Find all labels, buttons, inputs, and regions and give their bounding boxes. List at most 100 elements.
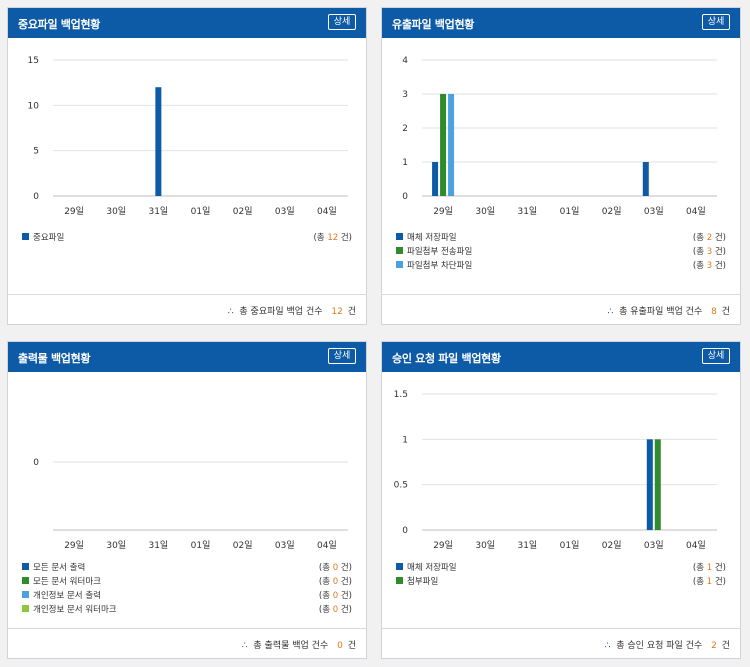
x-tick-label: 30일 bbox=[475, 206, 495, 217]
detail-button[interactable]: 상세 bbox=[702, 14, 730, 30]
legend-item[interactable]: 모든 문서 출력 (총 0 건) bbox=[22, 560, 352, 574]
legend-label: 매체 저장파일 bbox=[407, 563, 457, 573]
x-tick-label: 30일 bbox=[475, 540, 495, 551]
bar[interactable] bbox=[155, 87, 162, 196]
footer-label: 총 중요파일 백업 건수 bbox=[239, 307, 323, 317]
x-tick-label: 01일 bbox=[560, 206, 580, 217]
legend-item[interactable]: 개인정보 문서 워터마크 (총 0 건) bbox=[22, 602, 352, 616]
dots-icon: ∴ bbox=[241, 641, 248, 651]
panel-footer: ∴ 총 중요파일 백업 건수 12 건 bbox=[8, 294, 366, 324]
bar-chart: 0 0.5 1 1.5 29일 30일 31일 01일 02일 03일 04일 bbox=[394, 390, 717, 551]
x-tick-label: 04일 bbox=[317, 206, 337, 217]
y-tick-label: 3 bbox=[402, 90, 408, 100]
y-tick-label: 1.5 bbox=[394, 390, 408, 400]
panel-header: 중요파일 백업현황 상세 bbox=[8, 8, 366, 38]
panel-footer: ∴ 총 승인 요청 파일 건수 2 건 bbox=[382, 628, 740, 658]
dots-icon: ∴ bbox=[227, 307, 234, 317]
legend-swatch bbox=[22, 233, 29, 240]
bar[interactable] bbox=[646, 439, 653, 530]
legend-total: (총 0 건) bbox=[318, 563, 352, 573]
legend-label: 개인정보 문서 워터마크 bbox=[33, 605, 117, 615]
y-tick-label: 5 bbox=[33, 147, 39, 157]
legend-item[interactable]: 파일첨부 전송파일 (총 3 건) bbox=[396, 244, 726, 258]
y-tick-label: 0 bbox=[33, 458, 39, 468]
dots-icon: ∴ bbox=[604, 641, 611, 651]
legend-swatch bbox=[22, 591, 29, 598]
y-tick-label: 0.5 bbox=[394, 481, 408, 491]
x-tick-label: 30일 bbox=[106, 206, 126, 217]
legend-label: 매체 저장파일 bbox=[407, 233, 457, 243]
x-tick-label: 29일 bbox=[433, 206, 453, 217]
legend-total: (총 2 건) bbox=[692, 233, 726, 243]
panel-title: 유출파일 백업현황 bbox=[392, 18, 475, 31]
legend-item[interactable]: 매체 저장파일 (총 2 건) bbox=[396, 230, 726, 244]
bar[interactable] bbox=[654, 439, 661, 530]
legend-swatch bbox=[396, 247, 403, 254]
legend-item[interactable]: 매체 저장파일 (총 1 건) bbox=[396, 560, 726, 574]
panel-approval-requests: 승인 요청 파일 백업현황 상세 0 0.5 1 1.5 29일 30일 31일 01일 02일… bbox=[381, 341, 741, 659]
legend-label: 파일첨부 차단파일 bbox=[407, 261, 473, 271]
panel-printouts: 출력물 백업현황 상세 0 29일 30일 31일 01일 02일 03일 04일 모든 문서… bbox=[7, 341, 367, 659]
x-tick-label: 29일 bbox=[433, 540, 453, 551]
legend-total: (총 3 건) bbox=[692, 261, 726, 271]
panel-leaked-files: 유출파일 백업현황 상세 0 1 2 3 4 29일 30일 31일 01일 02일 03일 04일 … bbox=[381, 7, 741, 325]
detail-button[interactable]: 상세 bbox=[328, 14, 356, 30]
legend-item[interactable]: 개인정보 문서 출력 (총 0 건) bbox=[22, 588, 352, 602]
panel-important-files: 중요파일 백업현황 상세 0 5 10 15 29일 30일 31일 01일 02일 03일 04일… bbox=[7, 7, 367, 325]
legend-label: 중요파일 bbox=[33, 233, 65, 243]
footer-count: 8 bbox=[711, 307, 717, 317]
legend-item[interactable]: 파일첨부 차단파일 (총 3 건) bbox=[396, 258, 726, 272]
footer-unit: 건 bbox=[347, 641, 356, 651]
x-tick-label: 01일 bbox=[191, 540, 211, 551]
bar[interactable] bbox=[440, 94, 447, 196]
x-tick-label: 02일 bbox=[233, 206, 253, 217]
x-tick-label: 03일 bbox=[644, 540, 664, 551]
bar[interactable] bbox=[642, 162, 649, 196]
footer-unit: 건 bbox=[721, 307, 730, 317]
x-tick-label: 03일 bbox=[275, 206, 295, 217]
legend-item[interactable]: 중요파일 (총 12 건) bbox=[22, 230, 352, 244]
x-tick-label: 04일 bbox=[686, 206, 706, 217]
legend-total: (총 0 건) bbox=[318, 577, 352, 587]
panel-header: 승인 요청 파일 백업현황 상세 bbox=[382, 342, 740, 372]
footer-count: 0 bbox=[337, 641, 343, 651]
legend-total: (총 12 건) bbox=[313, 233, 352, 243]
legend: 매체 저장파일 (총 1 건) 첨부파일 (총 1 건) bbox=[396, 560, 726, 588]
bar[interactable] bbox=[432, 162, 439, 196]
legend-label: 개인정보 문서 출력 bbox=[33, 591, 101, 601]
legend-total: (총 0 건) bbox=[318, 591, 352, 601]
y-tick-label: 0 bbox=[33, 192, 39, 202]
bar[interactable] bbox=[448, 94, 455, 196]
y-tick-label: 10 bbox=[28, 101, 40, 111]
detail-button[interactable]: 상세 bbox=[328, 348, 356, 364]
legend-item[interactable]: 첨부파일 (총 1 건) bbox=[396, 574, 726, 588]
y-tick-label: 1 bbox=[402, 435, 408, 445]
legend-total: (총 1 건) bbox=[692, 577, 726, 587]
y-tick-label: 0 bbox=[402, 526, 408, 536]
legend-total: (총 1 건) bbox=[692, 563, 726, 573]
footer-count: 12 bbox=[331, 307, 343, 317]
x-tick-label: 02일 bbox=[602, 206, 622, 217]
legend: 모든 문서 출력 (총 0 건) 모든 문서 워터마크 (총 0 건) 개인정보 문서 … bbox=[22, 560, 352, 616]
detail-button[interactable]: 상세 bbox=[702, 348, 730, 364]
legend-swatch bbox=[396, 233, 403, 240]
legend-swatch bbox=[22, 563, 29, 570]
bar-chart: 0 5 10 15 29일 30일 31일 01일 02일 03일 04일 bbox=[28, 56, 348, 217]
y-tick-label: 0 bbox=[402, 192, 408, 202]
x-tick-label: 31일 bbox=[517, 206, 537, 217]
x-tick-label: 02일 bbox=[602, 540, 622, 551]
x-tick-label: 30일 bbox=[106, 540, 126, 551]
legend-swatch bbox=[396, 261, 403, 268]
panel-header: 유출파일 백업현황 상세 bbox=[382, 8, 740, 38]
legend-swatch bbox=[22, 577, 29, 584]
legend: 중요파일 (총 12 건) bbox=[22, 230, 352, 244]
x-tick-label: 31일 bbox=[148, 206, 168, 217]
x-tick-label: 02일 bbox=[233, 540, 253, 551]
x-tick-label: 01일 bbox=[191, 206, 211, 217]
dots-icon: ∴ bbox=[607, 307, 614, 317]
footer-label: 총 유출파일 백업 건수 bbox=[619, 307, 703, 317]
legend-item[interactable]: 모든 문서 워터마크 (총 0 건) bbox=[22, 574, 352, 588]
legend-swatch bbox=[396, 563, 403, 570]
legend: 매체 저장파일 (총 2 건) 파일첨부 전송파일 (총 3 건) 파일첨부 차단파일 (… bbox=[396, 230, 726, 272]
panel-title: 승인 요청 파일 백업현황 bbox=[392, 352, 501, 365]
